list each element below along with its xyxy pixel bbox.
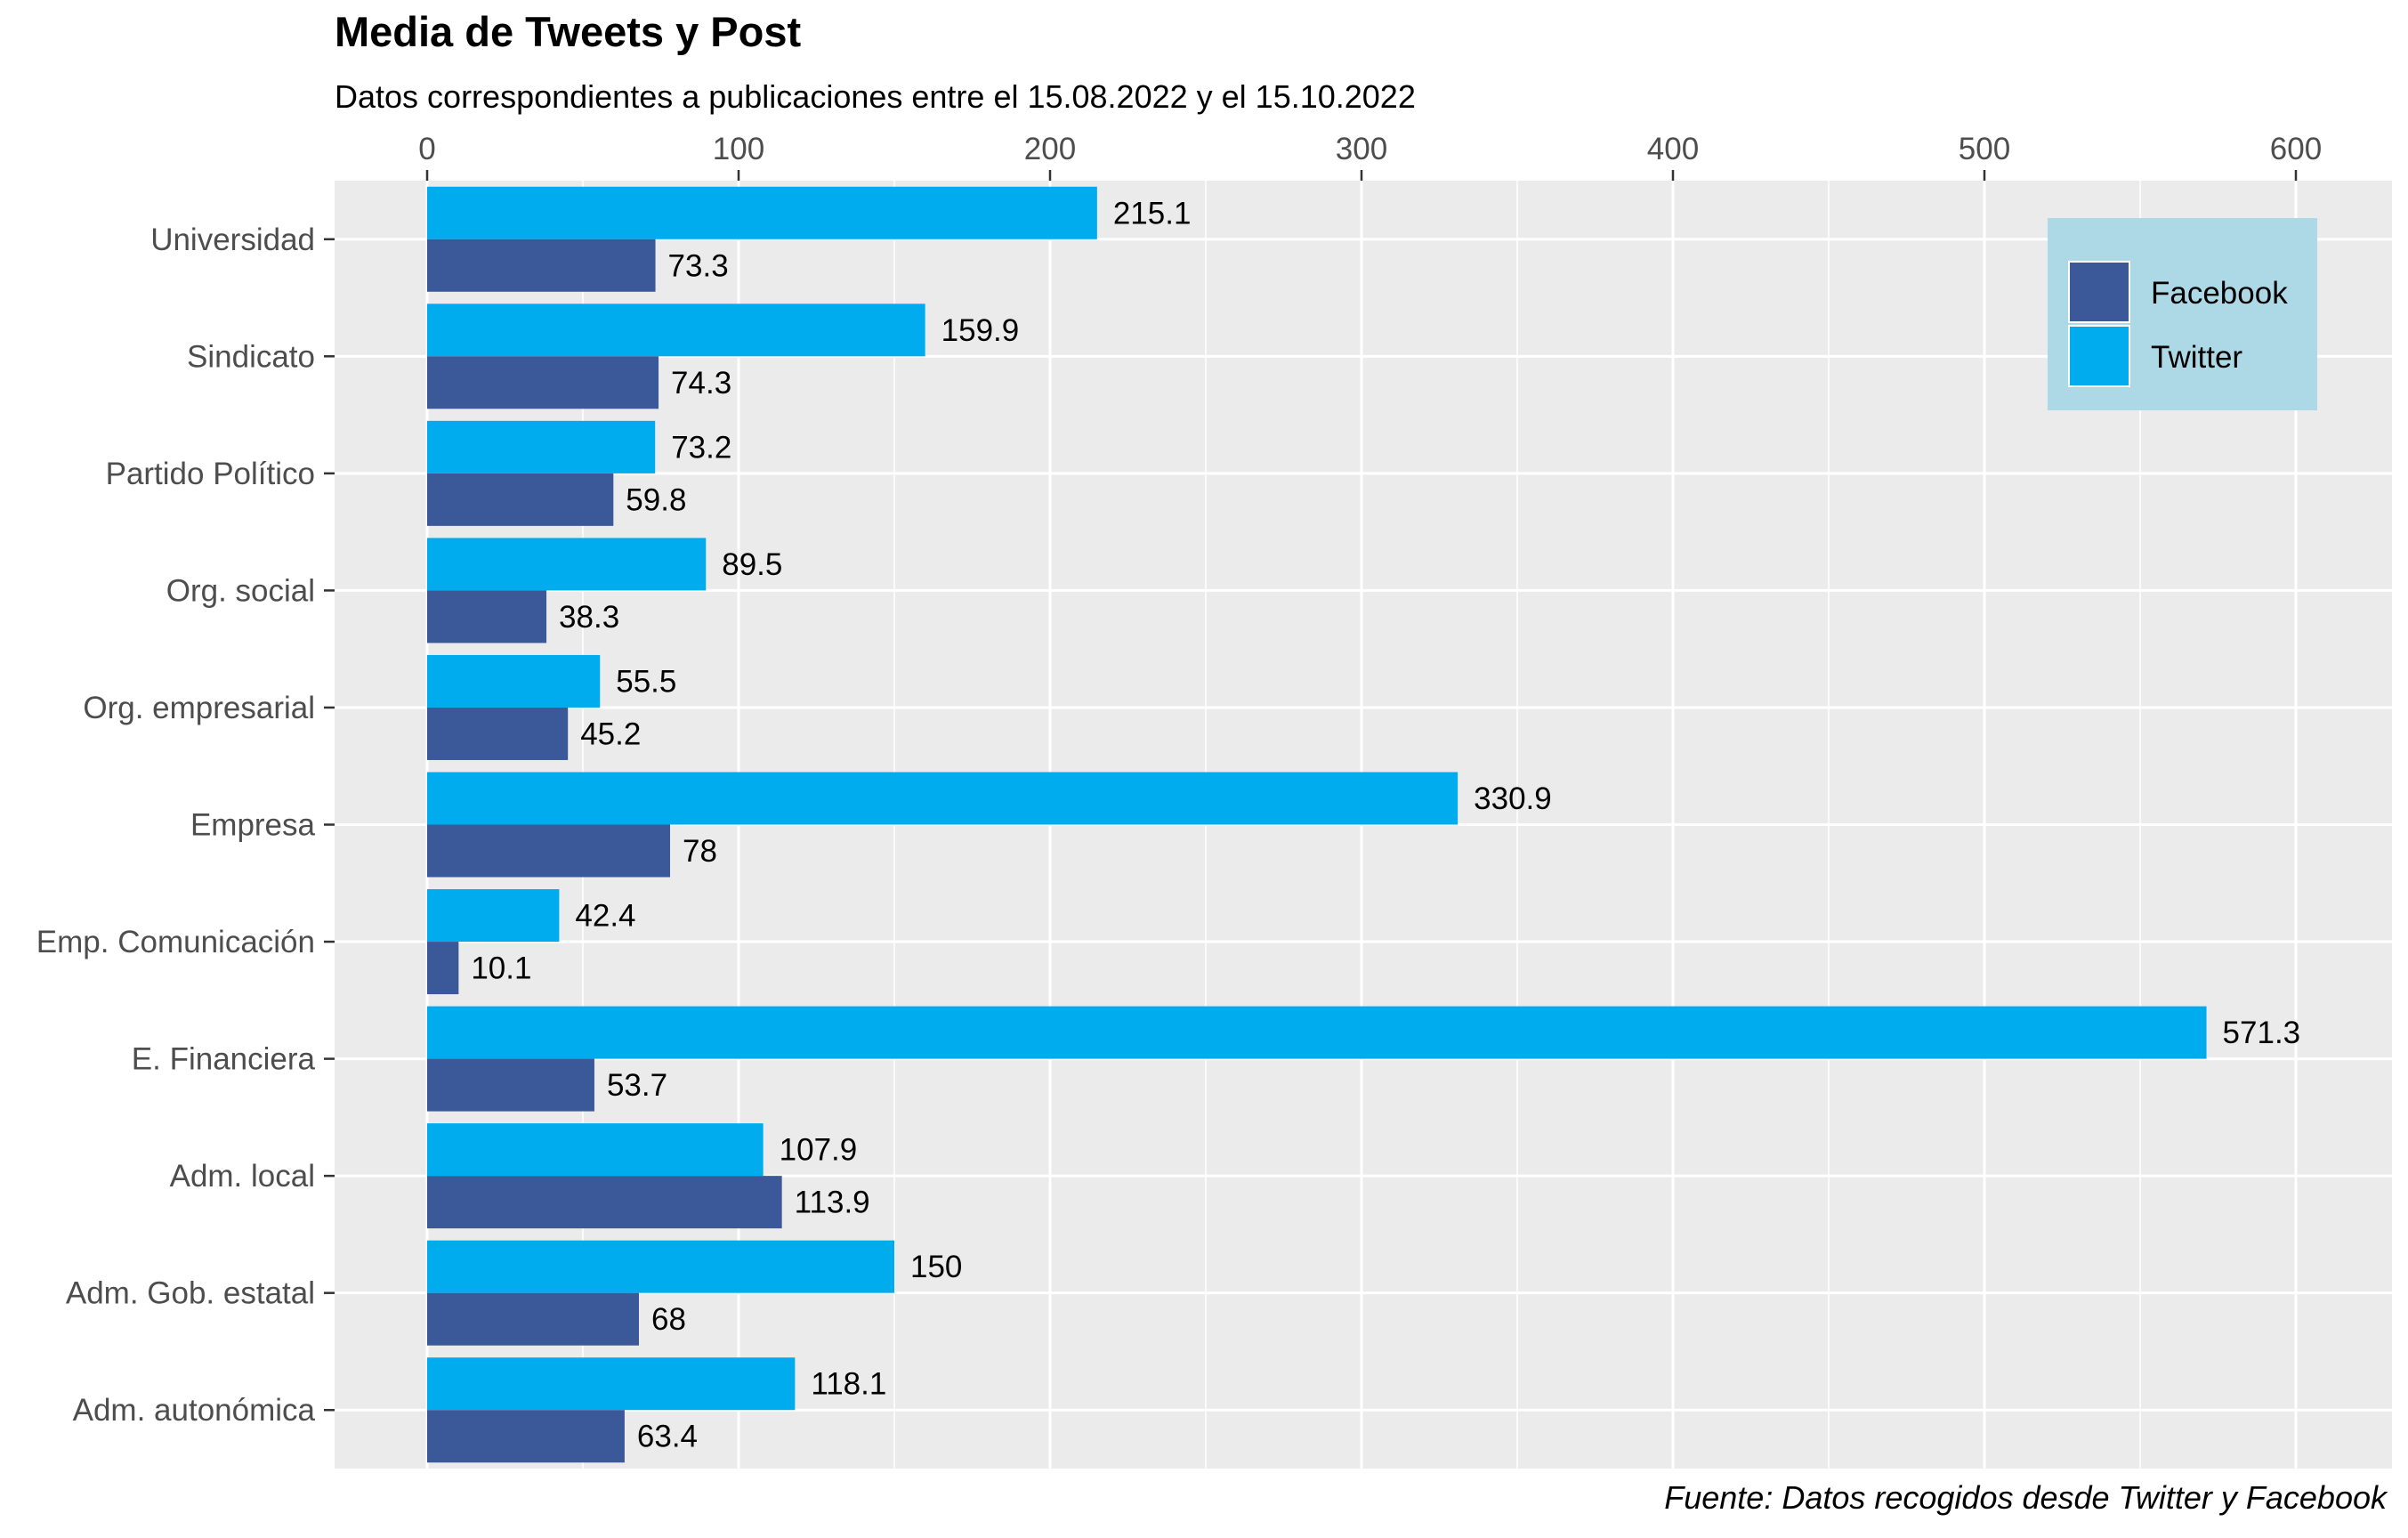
facebook-bar [427, 473, 614, 526]
twitter-bar-label: 150 [910, 1250, 962, 1284]
twitter-bar [427, 1123, 764, 1177]
facebook-bar-label: 53.7 [607, 1068, 667, 1103]
facebook-bar [427, 1058, 594, 1112]
facebook-bar [427, 942, 459, 995]
facebook-bar-label: 78 [683, 834, 717, 869]
facebook-bar-label: 59.8 [626, 482, 686, 517]
y-tick-label: Adm. local [170, 1159, 315, 1194]
twitter-bar [427, 1006, 2207, 1059]
x-tick-label: 400 [1647, 132, 1699, 166]
twitter-bar-label: 215.1 [1113, 196, 1192, 231]
y-tick-label: Org. social [166, 573, 315, 608]
twitter-bar-label: 55.5 [616, 664, 676, 699]
x-tick-label: 100 [713, 132, 764, 166]
legend-label-facebook: Facebook [2151, 276, 2288, 311]
twitter-bar [427, 186, 1097, 239]
y-tick-label: E. Financiera [132, 1042, 316, 1077]
twitter-bar-label: 330.9 [1474, 781, 1552, 816]
chart-title: Media de Tweets y Post [335, 8, 802, 55]
legend-label-twitter: Twitter [2151, 340, 2242, 375]
y-tick-label: Empresa [190, 808, 316, 843]
y-tick-label: Adm. Gob. estatal [66, 1276, 315, 1311]
facebook-bar [427, 1292, 639, 1346]
twitter-bar-label: 159.9 [941, 313, 1020, 348]
facebook-bar-label: 74.3 [671, 366, 731, 401]
facebook-bar [427, 707, 569, 760]
chart-caption: Fuente: Datos recogidos desde Twitter y … [1664, 1479, 2387, 1516]
twitter-bar [427, 889, 560, 943]
facebook-bar-label: 63.4 [637, 1420, 698, 1454]
facebook-bar-label: 38.3 [559, 600, 619, 635]
x-tick-label: 300 [1336, 132, 1387, 166]
facebook-bar-label: 10.1 [471, 951, 531, 986]
twitter-bar [427, 772, 1459, 825]
twitter-bar-label: 73.2 [671, 430, 731, 465]
x-tick-label: 0 [418, 132, 435, 166]
legend-key-twitter [2068, 325, 2130, 387]
twitter-bar-label: 107.9 [780, 1133, 858, 1168]
y-tick-label: Emp. Comunicación [36, 925, 315, 959]
twitter-bar-label: 42.4 [575, 899, 635, 934]
twitter-bar [427, 1357, 796, 1411]
x-tick-label: 500 [1959, 132, 2010, 166]
facebook-bar [427, 590, 547, 644]
twitter-bar-label: 118.1 [811, 1367, 886, 1402]
facebook-bar-label: 113.9 [795, 1186, 870, 1220]
facebook-bar [427, 1176, 782, 1229]
x-tick-label: 600 [2270, 132, 2322, 166]
y-tick-label: Org. empresarial [83, 691, 315, 725]
facebook-bar-label: 45.2 [580, 716, 641, 751]
twitter-bar [427, 420, 656, 474]
y-tick-label: Partido Político [106, 457, 315, 491]
facebook-bar [427, 1410, 625, 1463]
facebook-bar-label: 73.3 [668, 248, 729, 283]
twitter-bar [427, 654, 601, 708]
facebook-bar [427, 824, 670, 878]
chart-subtitle: Datos correspondientes a publicaciones e… [335, 78, 1416, 115]
x-tick-label: 200 [1024, 132, 1076, 166]
legend-key-facebook [2068, 261, 2130, 323]
facebook-bar-label: 68 [651, 1302, 686, 1337]
facebook-bar [427, 356, 659, 409]
y-tick-label: Universidad [150, 223, 315, 257]
y-tick-label: Sindicato [187, 339, 315, 374]
y-tick-label: Adm. autonómica [73, 1393, 316, 1428]
twitter-bar-label: 571.3 [2223, 1016, 2301, 1050]
facebook-bar [427, 239, 656, 292]
twitter-bar-label: 89.5 [722, 547, 782, 582]
twitter-bar [427, 304, 925, 357]
twitter-bar [427, 538, 707, 591]
twitter-bar [427, 1240, 894, 1293]
